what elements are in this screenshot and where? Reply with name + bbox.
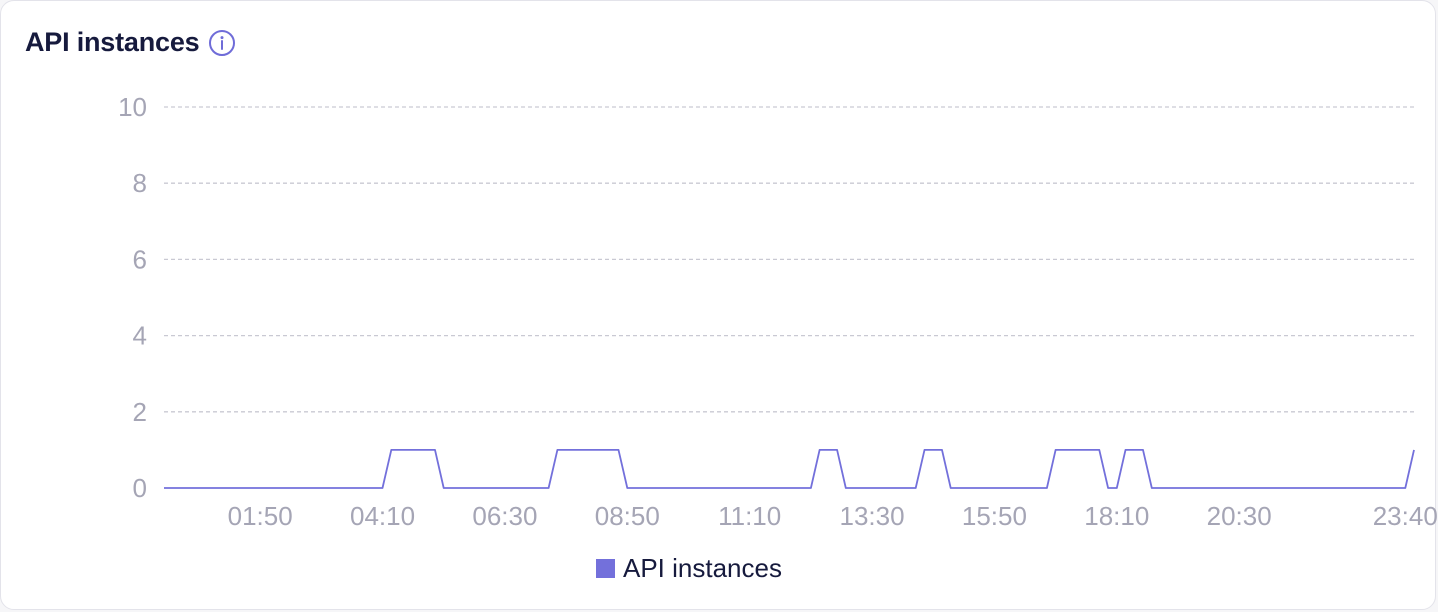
x-tick-label: 13:30: [840, 501, 905, 531]
x-tick-label: 11:10: [718, 501, 781, 531]
series-line-api-instances: [164, 448, 1415, 489]
x-tick-label: 23:40: [1373, 501, 1438, 531]
y-tick-label: 4: [133, 321, 147, 351]
x-tick-label: 18:10: [1084, 501, 1149, 531]
series-layer: [164, 448, 1415, 489]
x-tick-label: 01:50: [228, 501, 293, 531]
y-axis-ticks: 0 2 4 6 8 10: [118, 92, 147, 503]
x-tick-label: 08:50: [595, 501, 660, 531]
x-tick-label: 20:30: [1207, 501, 1272, 531]
y-tick-label: 0: [133, 473, 147, 503]
x-tick-label: 15:50: [962, 501, 1027, 531]
panel-title: API instances: [25, 27, 200, 57]
x-tick-label: 06:30: [472, 501, 537, 531]
y-tick-label: 2: [133, 397, 147, 427]
y-tick-label: 6: [133, 244, 147, 274]
panel-header: API instances: [25, 27, 236, 58]
x-axis-ticks: 01:50 04:10 06:30 08:50 11:10 13:30 15:50 18:10…: [228, 501, 1438, 531]
x-tick-label: 04:10: [350, 501, 415, 531]
legend-swatch: [596, 559, 615, 578]
grid-lines: [164, 106, 1414, 413]
legend-item-api-instances[interactable]: API instances: [596, 553, 782, 584]
y-tick-label: 8: [133, 168, 147, 198]
legend-label: API instances: [623, 553, 782, 583]
info-circle-icon[interactable]: [208, 29, 236, 57]
y-tick-label: 10: [118, 92, 147, 122]
